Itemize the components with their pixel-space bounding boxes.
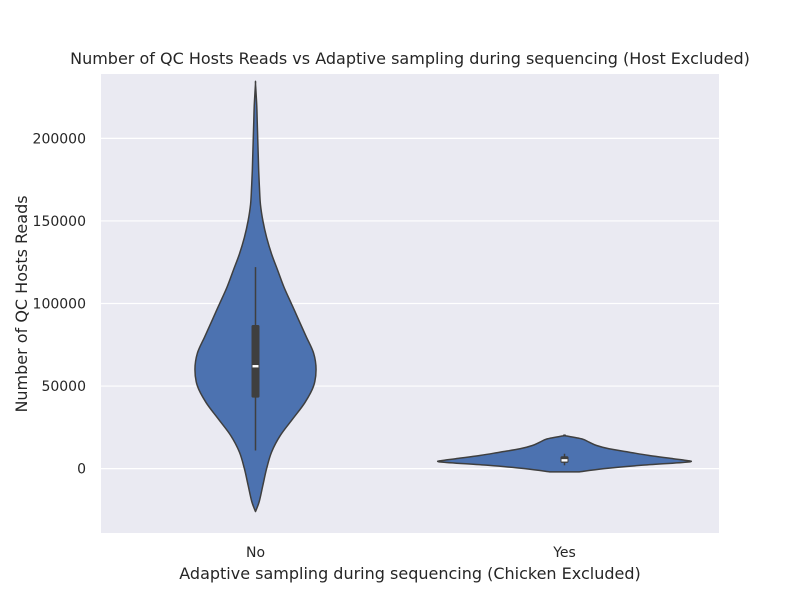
- x-tick-label-no: No: [246, 545, 265, 561]
- x-tick-label-yes: Yes: [552, 545, 576, 561]
- y-tick-labels: 0 50000 100000 150000 200000: [33, 131, 86, 477]
- violin-body: [437, 434, 692, 473]
- chart-title: Number of QC Hosts Reads vs Adaptive sam…: [70, 49, 750, 68]
- y-axis-label: Number of QC Hosts Reads: [12, 195, 31, 412]
- violins: [194, 80, 692, 513]
- y-tick-label: 200000: [33, 131, 86, 147]
- y-tick-label: 0: [77, 462, 86, 478]
- y-tick-label: 150000: [33, 214, 86, 230]
- violin-median: [252, 365, 259, 368]
- violin-no: [194, 80, 317, 513]
- violin-iqr-box: [251, 324, 260, 398]
- violin-median: [561, 459, 568, 462]
- x-tick-labels: No Yes: [246, 545, 576, 561]
- x-axis-label: Adaptive sampling during sequencing (Chi…: [179, 564, 640, 583]
- y-tick-label: 100000: [33, 297, 86, 313]
- violin-yes: [437, 434, 692, 473]
- y-tick-label: 50000: [41, 379, 86, 395]
